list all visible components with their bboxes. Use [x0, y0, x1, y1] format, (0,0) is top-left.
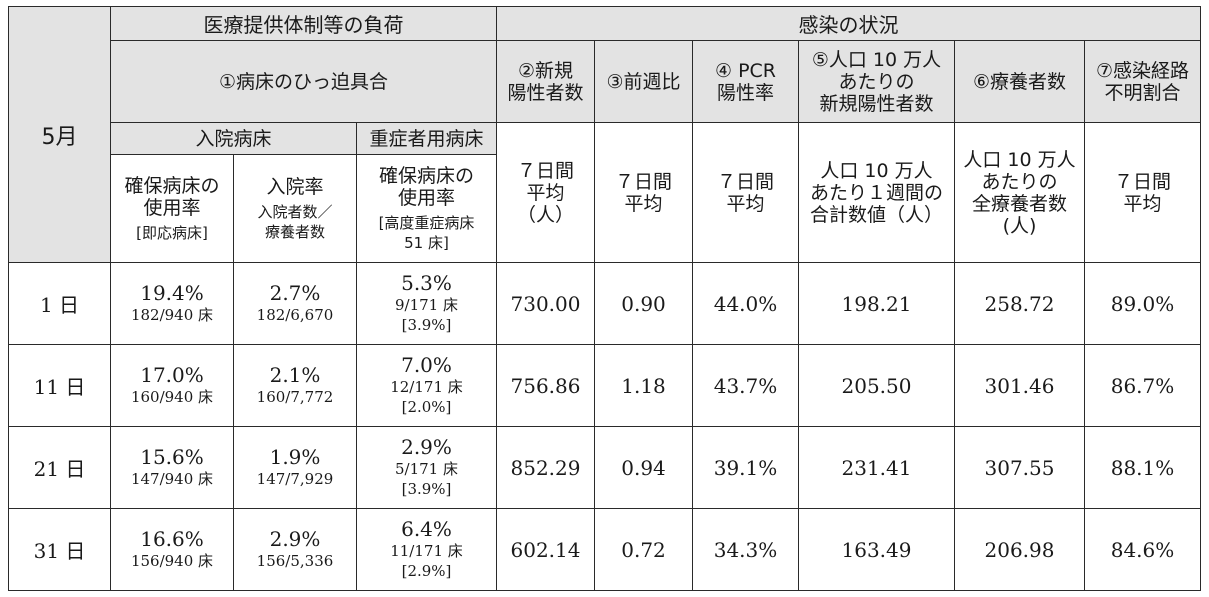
avg7-people-header: ７日間 平均 （人）: [496, 122, 595, 263]
recuperating-header: ⑥療養者数: [954, 40, 1085, 123]
severe-usage-cell: 5.3% 9/171 床 [3.9%]: [356, 262, 497, 345]
day-cell: 11 日: [8, 344, 111, 427]
per100k-cell: 231.41: [798, 426, 955, 509]
per100k-cell: 198.21: [798, 262, 955, 345]
table-row: 1 日 19.4% 182/940 床 2.7% 182/6,670 5.3% 9/1…: [8, 262, 1202, 345]
unknown-route-cell: 89.0%: [1083, 262, 1202, 345]
unknown-route-cell: 84.6%: [1083, 508, 1202, 591]
table-row: 11 日 17.0% 160/940 床 2.1% 160/7,772 7.0% 12…: [8, 344, 1202, 427]
recuperating-cell: 307.55: [954, 426, 1085, 509]
avg7-ratio-header: ７日間 平均: [594, 122, 693, 263]
admission-rate-subheader: 入院率 入院者数／ 療養者数: [233, 154, 357, 263]
table-row: 31 日 16.6% 156/940 床 2.9% 156/5,336 6.4% 11…: [8, 508, 1202, 591]
recuperating-cell: 258.72: [954, 262, 1085, 345]
day-cell: 31 日: [8, 508, 111, 591]
severe-beds-header: 重症者用病床: [356, 122, 497, 155]
unknown-route-cell: 88.1%: [1083, 426, 1202, 509]
per100k-new-header: ⑤人口 10 万人 あたりの 新規陽性者数: [798, 40, 955, 123]
week-ratio-header: ③前週比: [594, 40, 693, 123]
admission-rate-cell: 2.7% 182/6,670: [233, 262, 357, 345]
admission-rate-cell: 2.9% 156/5,336: [233, 508, 357, 591]
all-recuperating-header: 人口 10 万人 あたりの 全療養者数 (人): [954, 122, 1085, 263]
covid-status-table: 5月 医療提供体制等の負荷 感染の状況 ①病床のひっ迫具合 ②新規 陽性者数 ③前…: [8, 6, 1202, 591]
new-positive-header: ②新規 陽性者数: [496, 40, 595, 123]
day-cell: 1 日: [8, 262, 111, 345]
new-positive-cell: 756.86: [496, 344, 595, 427]
pcr-cell: 43.7%: [692, 344, 799, 427]
week-ratio-cell: 0.94: [594, 426, 693, 509]
bed-usage-cell: 15.6% 147/940 床: [110, 426, 234, 509]
bed-usage-subheader: 確保病床の 使用率 [即応病床]: [110, 154, 234, 263]
severe-usage-cell: 6.4% 11/171 床 [2.9%]: [356, 508, 497, 591]
avg7-pcr-header: ７日間 平均: [692, 122, 799, 263]
month-header: 5月: [8, 6, 111, 263]
pcr-cell: 44.0%: [692, 262, 799, 345]
bed-usage-cell: 19.4% 182/940 床: [110, 262, 234, 345]
recuperating-cell: 301.46: [954, 344, 1085, 427]
new-positive-cell: 852.29: [496, 426, 595, 509]
new-positive-cell: 730.00: [496, 262, 595, 345]
avg7-unknown-header: ７日間 平均: [1083, 122, 1202, 263]
new-positive-cell: 602.14: [496, 508, 595, 591]
infection-status-header: 感染の状況: [495, 6, 1202, 41]
week-ratio-cell: 0.72: [594, 508, 693, 591]
pcr-cell: 39.1%: [692, 426, 799, 509]
week-ratio-cell: 1.18: [594, 344, 693, 427]
bed-usage-cell: 16.6% 156/940 床: [110, 508, 234, 591]
weekly-total-header: 人口 10 万人 あたり１週間の 合計数値（人）: [798, 122, 955, 263]
severe-usage-cell: 7.0% 12/171 床 [2.0%]: [356, 344, 497, 427]
unknown-route-cell: 86.7%: [1083, 344, 1202, 427]
pcr-cell: 34.3%: [692, 508, 799, 591]
recuperating-cell: 206.98: [954, 508, 1085, 591]
medical-load-header: 医療提供体制等の負荷: [110, 6, 497, 41]
bed-usage-cell: 17.0% 160/940 床: [110, 344, 234, 427]
admission-rate-cell: 1.9% 147/7,929: [233, 426, 357, 509]
day-cell: 21 日: [8, 426, 111, 509]
unknown-route-header: ⑦感染経路 不明割合: [1083, 40, 1202, 123]
bed-pressure-header: ①病床のひっ迫具合: [110, 40, 497, 123]
severe-usage-cell: 2.9% 5/171 床 [3.9%]: [356, 426, 497, 509]
severe-usage-subheader: 確保病床の 使用率 [高度重症病床 51 床]: [356, 154, 497, 263]
pcr-positivity-header: ④ PCR 陽性率: [692, 40, 799, 123]
admission-rate-cell: 2.1% 160/7,772: [233, 344, 357, 427]
week-ratio-cell: 0.90: [594, 262, 693, 345]
per100k-cell: 163.49: [798, 508, 955, 591]
table-row: 21 日 15.6% 147/940 床 1.9% 147/7,929 2.9% 5/…: [8, 426, 1202, 509]
inpatient-beds-header: 入院病床: [110, 122, 357, 155]
per100k-cell: 205.50: [798, 344, 955, 427]
